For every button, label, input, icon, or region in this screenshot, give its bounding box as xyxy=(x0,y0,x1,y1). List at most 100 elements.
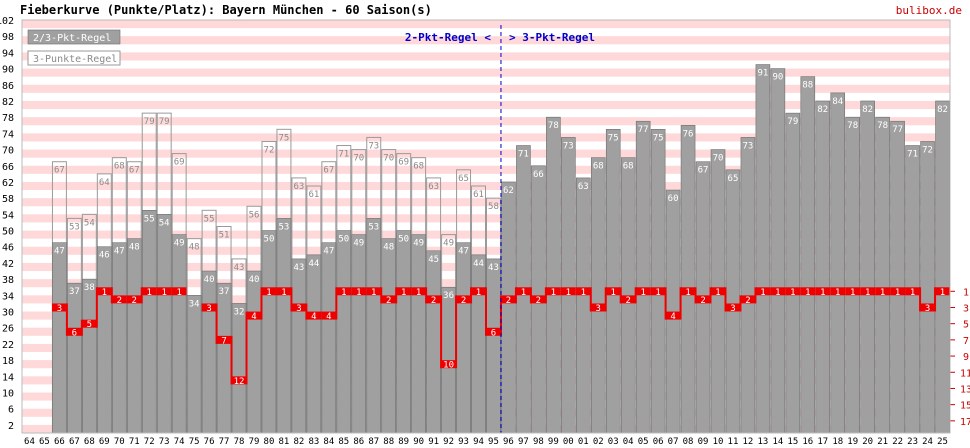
x-tick-label: 90 xyxy=(413,437,424,447)
place-marker xyxy=(396,287,412,296)
x-tick-label: 94 xyxy=(473,437,484,447)
bar-points xyxy=(201,270,217,434)
x-tick-label: 72 xyxy=(144,437,155,447)
place-marker xyxy=(725,303,741,312)
place-marker xyxy=(231,376,247,385)
y-tick-label: 58 xyxy=(2,194,14,205)
bar-points xyxy=(366,218,382,434)
place-connector xyxy=(619,287,622,304)
y-tick-label: 94 xyxy=(2,48,14,59)
place-label: 1 xyxy=(476,288,481,298)
bar-points-label: 50 xyxy=(264,235,275,245)
place-marker xyxy=(111,295,127,304)
place-label: 2 xyxy=(117,296,122,306)
bar-points xyxy=(860,100,875,434)
place-connector xyxy=(380,287,383,304)
x-tick-label: 97 xyxy=(518,437,529,447)
place-marker xyxy=(785,287,801,296)
place-label: 1 xyxy=(685,288,690,298)
place-marker xyxy=(560,287,576,296)
place-connector xyxy=(604,287,607,312)
bar-points xyxy=(306,254,322,434)
bar-3pkt-label: 70 xyxy=(383,154,394,164)
place-connector xyxy=(514,287,517,304)
place-marker xyxy=(441,360,457,369)
x-tick-label: 80 xyxy=(264,437,275,447)
x-tick-label: 00 xyxy=(563,437,574,447)
bar-points xyxy=(605,129,621,434)
bar-points-label: 75 xyxy=(608,133,619,143)
bar-points xyxy=(501,181,516,434)
bar-points xyxy=(52,242,67,434)
x-tick-label: 74 xyxy=(174,437,185,447)
bar-points xyxy=(216,282,232,434)
x-tick-label: 82 xyxy=(293,437,304,447)
place-label: 1 xyxy=(835,288,840,298)
bar-3pkt-label: 64 xyxy=(99,178,110,188)
x-tick-label: 99 xyxy=(548,437,559,447)
place-tick-label: 17 xyxy=(960,417,970,428)
place-connector xyxy=(679,287,682,320)
bar-points-label: 40 xyxy=(249,275,260,285)
bar-3pkt-label: 71 xyxy=(338,150,349,160)
bar-3pkt-label: 65 xyxy=(458,174,469,184)
bar-points xyxy=(785,112,801,434)
bar-points-label: 43 xyxy=(488,263,499,273)
bar-points xyxy=(67,282,82,434)
x-tick-label: 14 xyxy=(772,437,783,447)
place-marker xyxy=(81,319,97,328)
place-label: 1 xyxy=(715,288,720,298)
bar-points-label: 36 xyxy=(443,291,454,301)
x-tick-label: 66 xyxy=(54,437,65,447)
place-label: 1 xyxy=(640,288,645,298)
y-tick-label: 34 xyxy=(2,291,14,302)
bar-points-label: 38 xyxy=(84,283,95,293)
bar-3pkt-label: 51 xyxy=(219,231,230,241)
bar-points xyxy=(845,116,860,434)
place-connector xyxy=(544,287,547,304)
grid-stripe xyxy=(22,133,950,142)
bar-points xyxy=(740,137,756,434)
place-marker xyxy=(905,287,921,296)
bar-points xyxy=(800,76,816,434)
bar-points-label: 50 xyxy=(398,235,409,245)
bar-points xyxy=(141,210,157,434)
x-tick-label: 79 xyxy=(249,437,260,447)
bar-points-label: 46 xyxy=(99,251,110,261)
bar-points xyxy=(171,234,187,434)
grid-stripe xyxy=(22,149,950,158)
place-label: 5 xyxy=(87,320,92,330)
bar-3pkt-label: 54 xyxy=(84,218,95,228)
place-marker xyxy=(141,287,157,296)
bar-3pkt-label: 67 xyxy=(129,166,140,176)
place-connector xyxy=(455,295,458,369)
place-marker xyxy=(306,311,322,320)
place-marker xyxy=(545,287,561,296)
place-marker xyxy=(336,287,352,296)
place-connector xyxy=(589,287,592,312)
place-connector xyxy=(215,303,218,344)
bar-points-label: 49 xyxy=(353,239,364,249)
brand-link[interactable]: bulibox.de xyxy=(895,4,962,17)
bar-points-label: 44 xyxy=(473,259,484,269)
bar-points-label: 82 xyxy=(817,105,828,115)
place-marker xyxy=(456,295,472,304)
y-tick-label: 30 xyxy=(2,308,14,319)
bar-points-label: 72 xyxy=(922,145,933,155)
place-connector xyxy=(919,287,922,312)
bar-points xyxy=(97,246,112,434)
bar-points-label: 50 xyxy=(338,235,349,245)
place-label: 1 xyxy=(521,288,526,298)
place-label: 1 xyxy=(401,288,406,298)
place-label: 3 xyxy=(596,304,601,314)
grid-stripe xyxy=(22,20,950,29)
bar-points-label: 60 xyxy=(668,194,679,204)
place-marker xyxy=(351,287,367,296)
x-tick-label: 24 xyxy=(922,437,933,447)
place-label: 6 xyxy=(72,328,77,338)
place-marker xyxy=(261,287,277,296)
place-connector xyxy=(335,287,338,320)
bar-points-label: 34 xyxy=(189,299,200,309)
place-tick-label: 7 xyxy=(963,336,969,347)
